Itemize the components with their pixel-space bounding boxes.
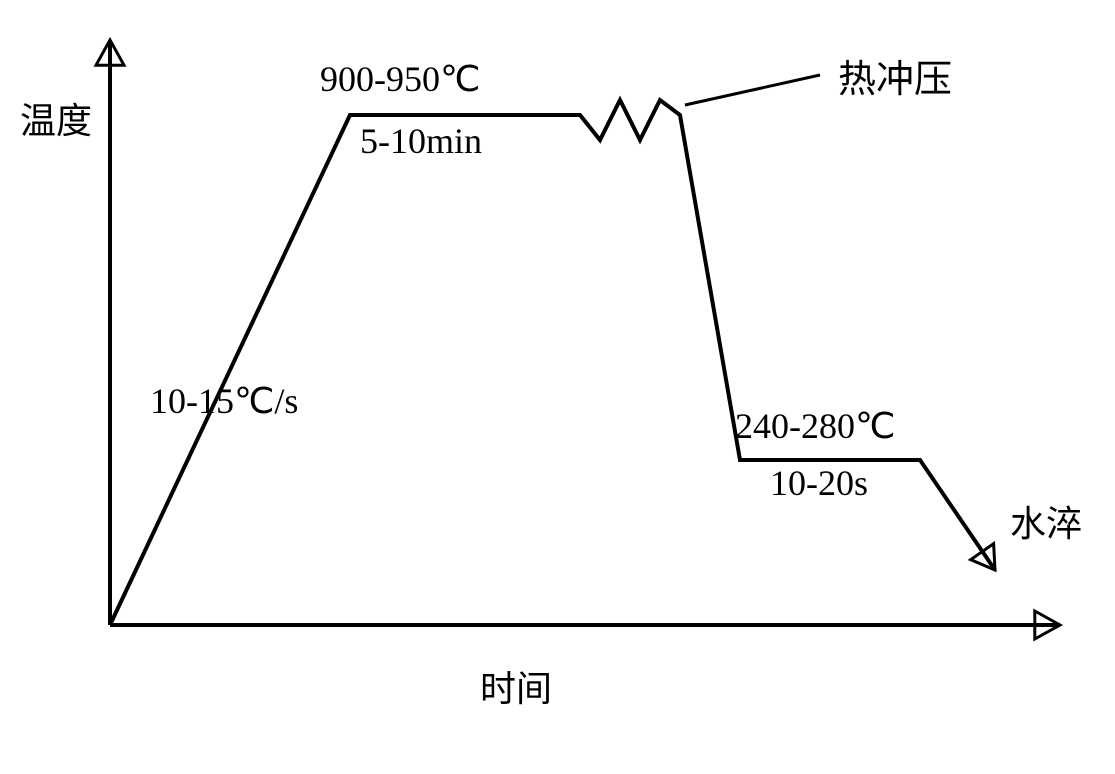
quench-label: 水淬 bbox=[1010, 495, 1082, 547]
axes bbox=[96, 40, 1060, 639]
y-axis-label: 温度 bbox=[20, 92, 92, 144]
heating-rate-label: 10-15℃/s bbox=[150, 380, 298, 422]
process-diagram: 温度 时间 900-950℃ 5-10min 热冲压 10-15℃/s 240-… bbox=[0, 0, 1115, 769]
lower-hold-label: 10-20s bbox=[770, 462, 868, 504]
top-temperature-label: 900-950℃ bbox=[320, 58, 480, 100]
process-label: 热冲压 bbox=[838, 48, 952, 103]
leader-line bbox=[685, 75, 820, 105]
temperature-curve bbox=[110, 100, 995, 625]
lower-temperature-label: 240-280℃ bbox=[735, 405, 895, 447]
x-axis-label: 时间 bbox=[480, 660, 552, 712]
hold-time-label: 5-10min bbox=[360, 120, 482, 162]
